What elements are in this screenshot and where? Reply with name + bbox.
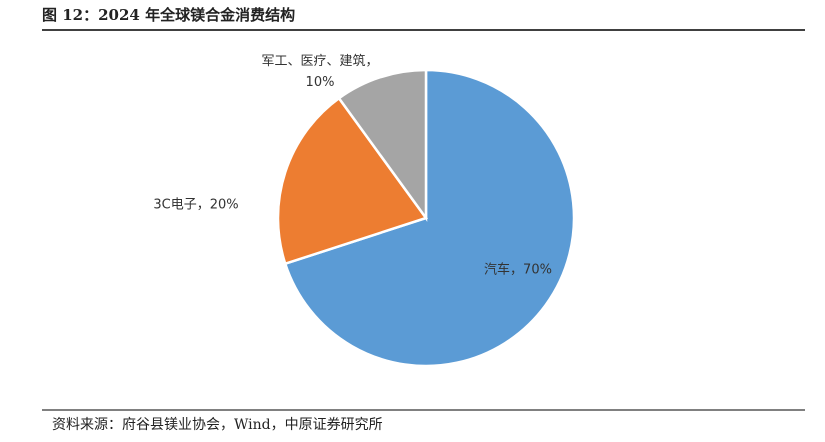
data-label: 3C电子，20% xyxy=(153,197,239,213)
pie-slice xyxy=(283,68,576,368)
data-label: 汽车，70% xyxy=(484,262,552,278)
pie-slice xyxy=(276,96,429,266)
source-note: 资料来源：府谷县镁业协会，Wind，中原证券研究所 xyxy=(52,417,383,433)
data-label: 军工、医疗、建筑，10% xyxy=(261,54,379,90)
chart-title: 图 12：2024 年全球镁合金消费结构 xyxy=(42,6,296,24)
pie xyxy=(276,68,576,368)
pie-slice xyxy=(337,68,428,222)
